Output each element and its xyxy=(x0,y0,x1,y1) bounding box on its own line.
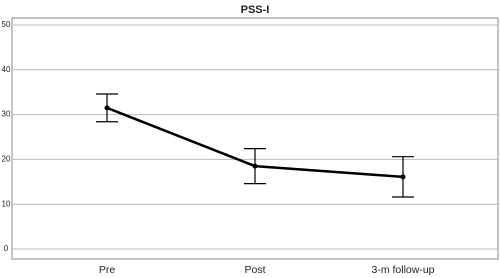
chart-title: PSS-I xyxy=(241,4,270,16)
y-tick-label: 50 xyxy=(2,20,11,29)
y-tick-label: 10 xyxy=(2,199,11,208)
plot-frame xyxy=(11,17,499,260)
x-tick-label: Pre xyxy=(99,264,116,276)
y-tick-label: 20 xyxy=(2,155,11,164)
y-tick-label: 30 xyxy=(2,110,11,119)
point xyxy=(252,163,258,169)
x-tick-label: Post xyxy=(244,264,265,276)
point xyxy=(400,174,406,180)
y-tick-label: 40 xyxy=(2,65,11,74)
y-tick-label: 0 xyxy=(4,244,9,253)
point xyxy=(104,105,110,111)
x-tick-label: 3-m follow-up xyxy=(371,264,434,276)
